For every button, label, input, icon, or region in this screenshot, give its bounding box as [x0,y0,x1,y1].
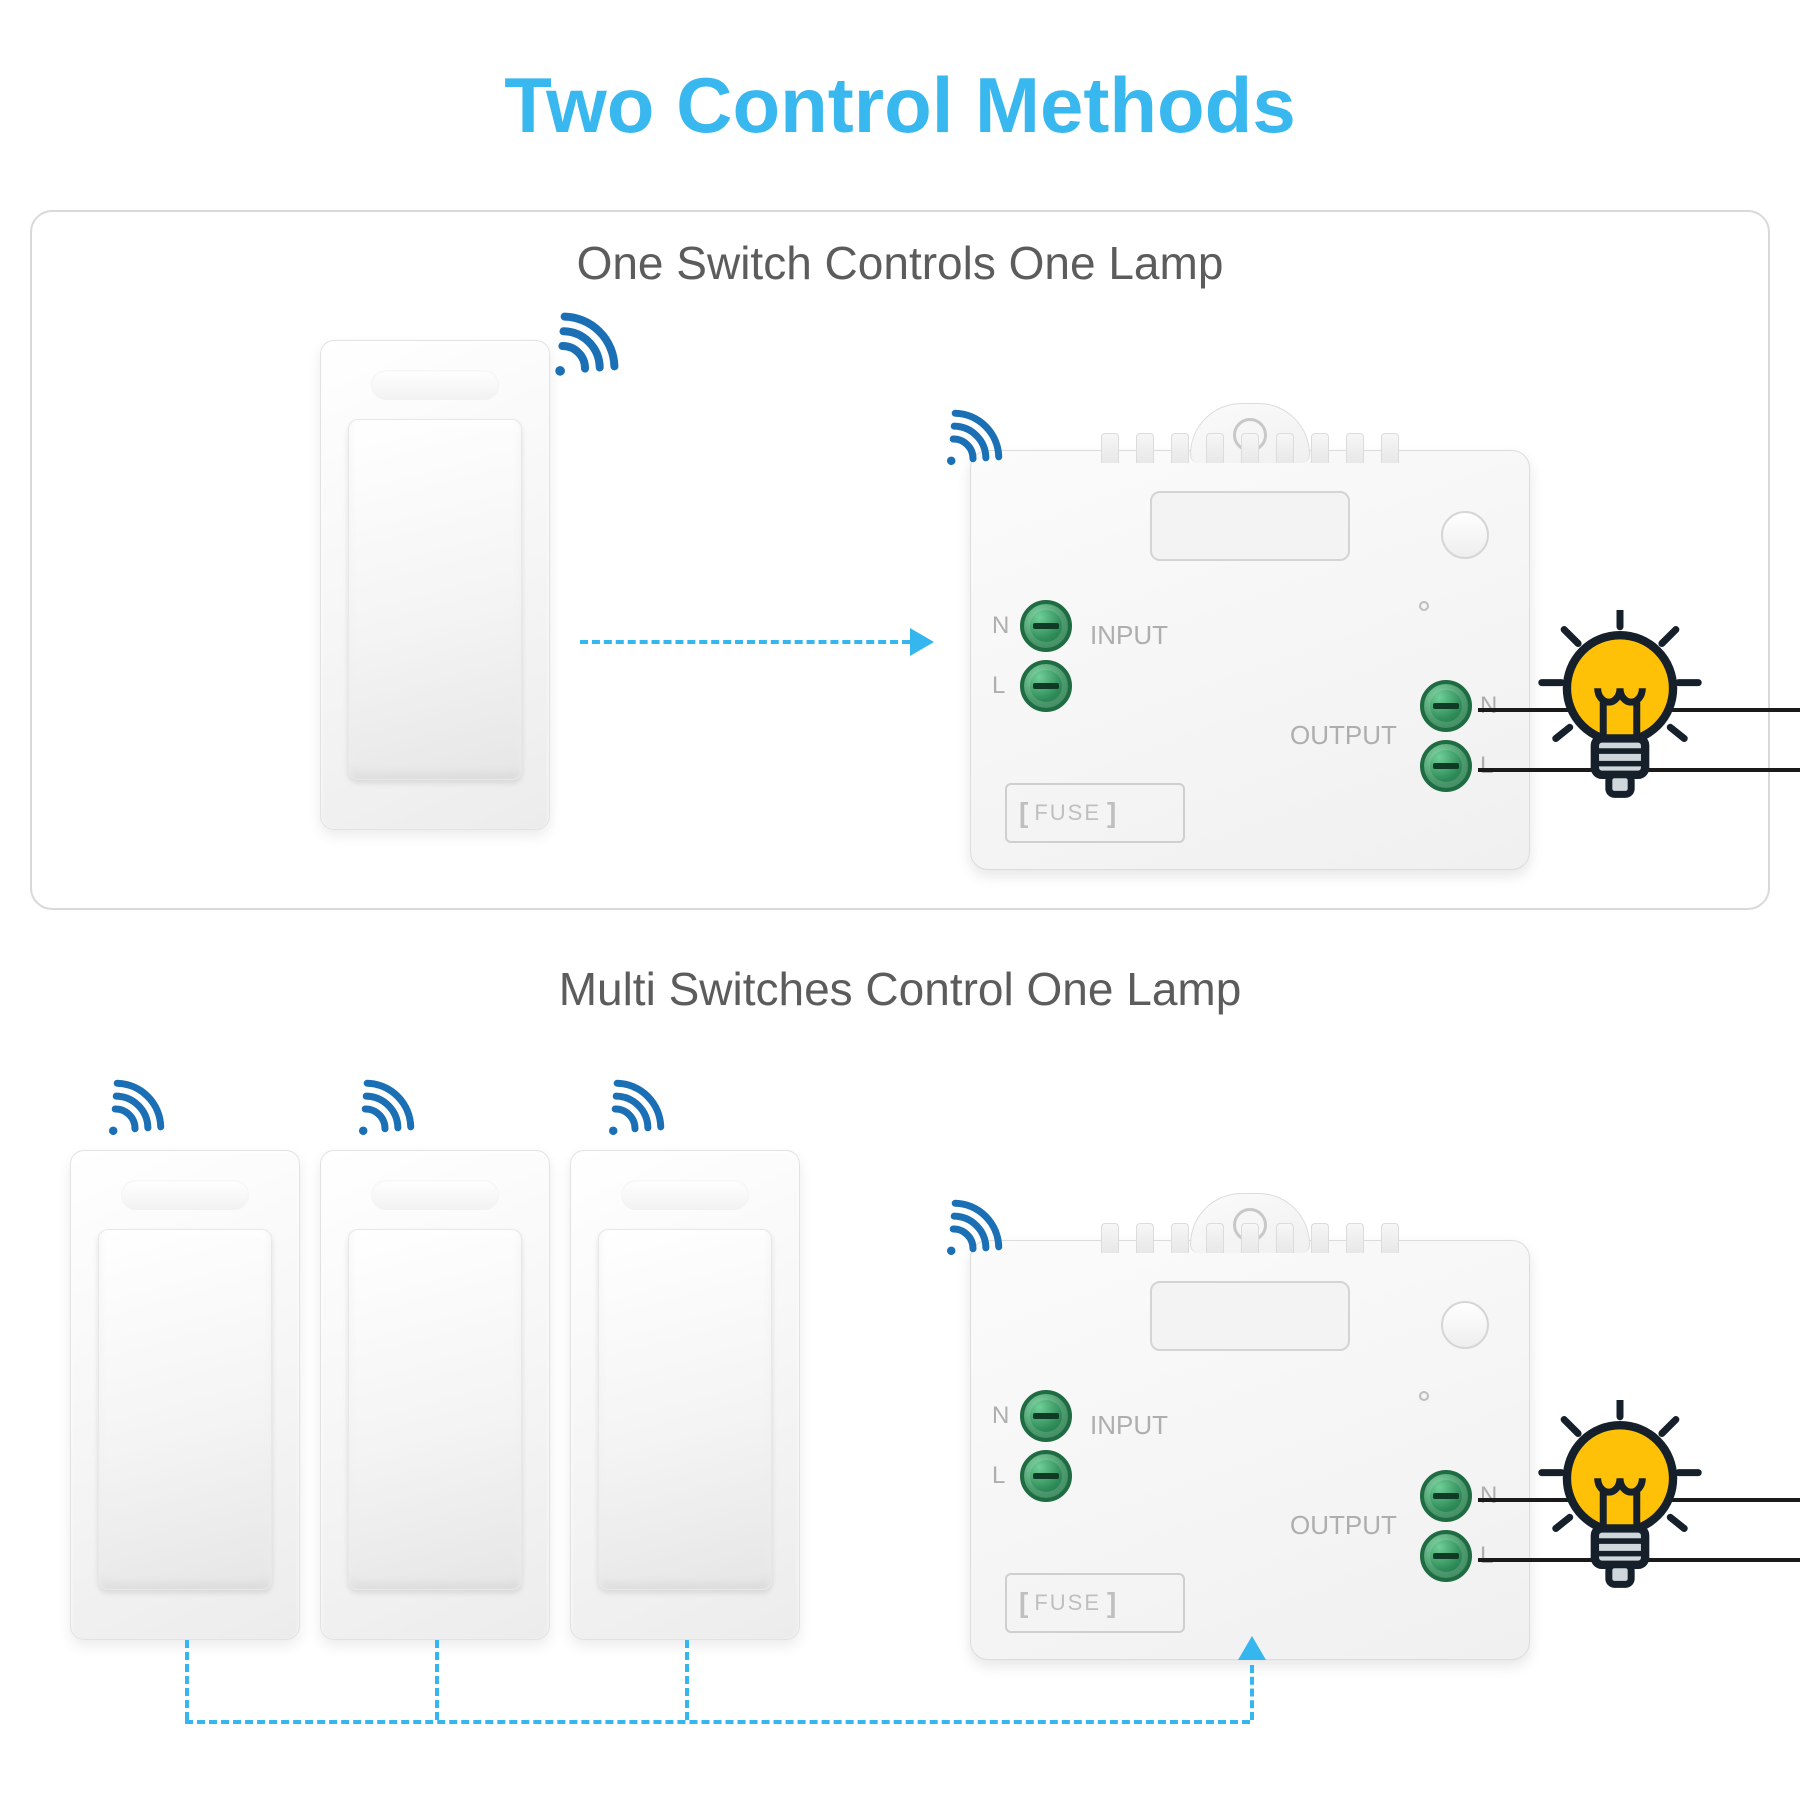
module-led [1419,1391,1429,1401]
section-title: One Switch Controls One Lamp [32,212,1768,290]
signal-path [685,1640,689,1720]
switch-rocker [348,1229,521,1590]
module-window [1150,491,1350,561]
terminal [1020,660,1072,712]
input-label: INPUT [1090,1410,1168,1441]
terminal-label: L [992,672,1005,700]
wifi-icon [545,306,625,386]
terminal [1420,740,1472,792]
wall-switch [320,340,550,830]
arrowhead-icon [910,628,934,656]
signal-arrow [580,640,910,644]
module-led [1419,601,1429,611]
wall-switch [70,1150,300,1640]
terminal-label: N [992,612,1009,640]
input-label: INPUT [1090,620,1168,651]
signal-path [185,1720,1250,1724]
module-teeth [1101,433,1399,463]
wifi-icon [600,1074,670,1144]
receiver-module: [FUSE] [970,450,1530,870]
terminal-label: N [992,1402,1009,1430]
lightbulb-icon [1535,610,1705,811]
output-label: OUTPUT [1290,1510,1397,1541]
module-window [1150,1281,1350,1351]
terminal [1420,680,1472,732]
switch-rocker [348,419,521,780]
module-button [1441,511,1489,559]
terminal-label: N [1480,692,1497,720]
section-title: Multi Switches Control One Lamp [32,952,1768,1016]
wall-switch [320,1150,550,1640]
wifi-icon [938,404,1008,474]
wall-switch [570,1150,800,1640]
lightbulb-icon [1535,1400,1705,1601]
terminal [1020,1450,1072,1502]
signal-path [185,1640,189,1720]
switch-rocker [98,1229,271,1590]
page-title: Two Control Methods [0,0,1800,151]
terminal [1420,1530,1472,1582]
signal-path [435,1640,439,1720]
module-teeth [1101,1223,1399,1253]
fuse-box: [FUSE] [1005,783,1185,843]
terminal [1420,1470,1472,1522]
terminal-label: L [1480,752,1493,780]
terminal [1020,1390,1072,1442]
receiver-module: [FUSE] [970,1240,1530,1660]
terminal-label: L [992,1462,1005,1490]
arrowhead-icon [1238,1636,1266,1660]
signal-path [1250,1665,1254,1720]
output-label: OUTPUT [1290,720,1397,751]
terminal [1020,600,1072,652]
wifi-icon [100,1074,170,1144]
terminal-label: L [1480,1542,1493,1570]
module-button [1441,1301,1489,1349]
fuse-box: [FUSE] [1005,1573,1185,1633]
wifi-icon [350,1074,420,1144]
terminal-label: N [1480,1482,1497,1510]
switch-rocker [598,1229,771,1590]
wifi-icon [938,1194,1008,1264]
